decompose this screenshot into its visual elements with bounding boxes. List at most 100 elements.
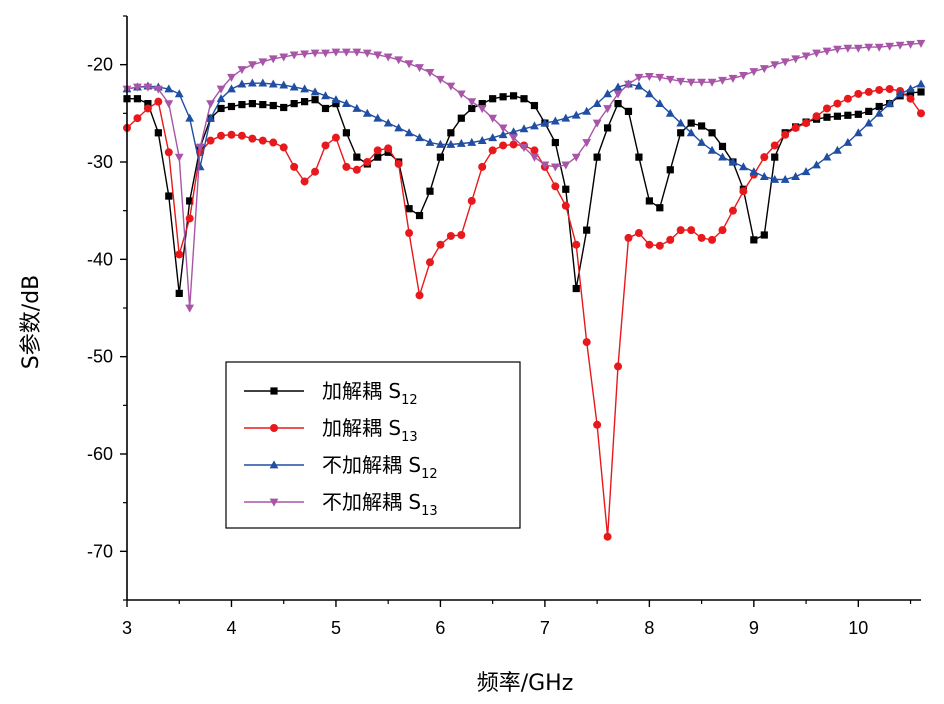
data-point — [237, 79, 247, 88]
x-tick-label: 4 — [226, 618, 236, 638]
data-point — [812, 112, 821, 121]
data-point — [624, 233, 633, 242]
data-point — [686, 128, 696, 137]
legend-label-subscript: 13 — [421, 504, 438, 519]
data-point — [175, 250, 184, 259]
data-point — [436, 240, 445, 249]
data-point — [352, 165, 361, 174]
data-point — [279, 80, 289, 89]
data-point — [697, 137, 707, 146]
data-point — [864, 118, 874, 127]
x-tick-label: 5 — [331, 618, 341, 638]
data-point — [195, 144, 205, 152]
data-point — [499, 93, 507, 101]
data-point — [133, 95, 142, 103]
data-point — [331, 95, 341, 104]
data-point — [457, 114, 465, 122]
data-point — [760, 153, 769, 162]
data-point — [206, 100, 215, 109]
data-point — [247, 78, 257, 87]
data-point — [655, 241, 664, 250]
data-point — [154, 129, 162, 137]
data-point — [593, 420, 602, 429]
series-4-line — [126, 42, 922, 309]
y-axis-title: S参数/dB — [19, 275, 44, 369]
data-point — [374, 153, 382, 161]
legend-marker — [269, 498, 279, 507]
data-point — [238, 100, 246, 109]
data-point — [592, 99, 602, 107]
data-point — [456, 90, 466, 99]
data-point — [874, 43, 884, 52]
data-point — [697, 233, 706, 242]
data-point — [227, 130, 236, 139]
data-point — [770, 61, 780, 70]
data-point — [530, 121, 539, 130]
data-point — [248, 134, 257, 143]
data-point — [509, 134, 518, 143]
data-point — [289, 51, 299, 60]
data-point — [362, 108, 372, 117]
data-point — [645, 240, 654, 249]
data-point — [143, 104, 152, 113]
data-point — [489, 95, 497, 103]
data-point — [185, 214, 194, 223]
data-point — [571, 110, 581, 119]
data-point — [833, 99, 842, 108]
data-point — [478, 162, 487, 171]
data-point — [383, 118, 393, 127]
data-point — [885, 99, 895, 107]
y-tick-label: -30 — [87, 152, 113, 172]
data-point — [791, 55, 801, 64]
data-point — [718, 142, 727, 151]
data-point — [550, 116, 560, 125]
data-point — [561, 201, 570, 210]
data-point — [791, 123, 800, 132]
y-tick-label: -20 — [87, 55, 113, 75]
data-point — [446, 231, 455, 240]
data-point — [738, 162, 748, 171]
y-tick-label: -60 — [87, 444, 113, 464]
data-point — [822, 152, 832, 161]
data-point — [592, 119, 602, 128]
data-point — [843, 44, 853, 53]
data-point — [332, 100, 340, 108]
data-point — [759, 65, 769, 74]
data-point — [770, 141, 779, 150]
data-point — [373, 113, 383, 122]
data-point — [353, 153, 361, 161]
data-point — [823, 113, 831, 121]
data-point — [478, 100, 486, 108]
data-point — [843, 137, 853, 146]
data-point — [280, 103, 288, 112]
data-point — [153, 85, 163, 94]
data-point — [499, 141, 508, 150]
data-point — [446, 139, 456, 148]
legend-marker — [269, 460, 279, 469]
data-point — [686, 78, 696, 87]
data-point — [634, 229, 643, 238]
legend-label-subscript: 12 — [421, 467, 438, 482]
data-point — [290, 162, 299, 171]
data-point — [425, 137, 435, 146]
data-point — [165, 192, 173, 200]
data-point — [509, 140, 518, 149]
data-point — [488, 133, 498, 142]
data-point — [415, 291, 424, 300]
data-point — [300, 84, 310, 93]
y-tick-label: -40 — [87, 249, 113, 269]
data-point — [321, 91, 330, 100]
data-point — [206, 136, 215, 145]
data-point — [468, 104, 476, 113]
data-point — [644, 72, 654, 81]
data-point — [530, 101, 539, 110]
data-point — [300, 50, 310, 59]
data-point — [895, 89, 905, 98]
data-point — [269, 138, 278, 147]
data-point — [467, 196, 476, 205]
plot-area — [122, 39, 926, 541]
data-point — [634, 73, 644, 82]
data-point — [394, 56, 404, 65]
data-point — [676, 226, 685, 235]
data-point — [174, 153, 184, 162]
